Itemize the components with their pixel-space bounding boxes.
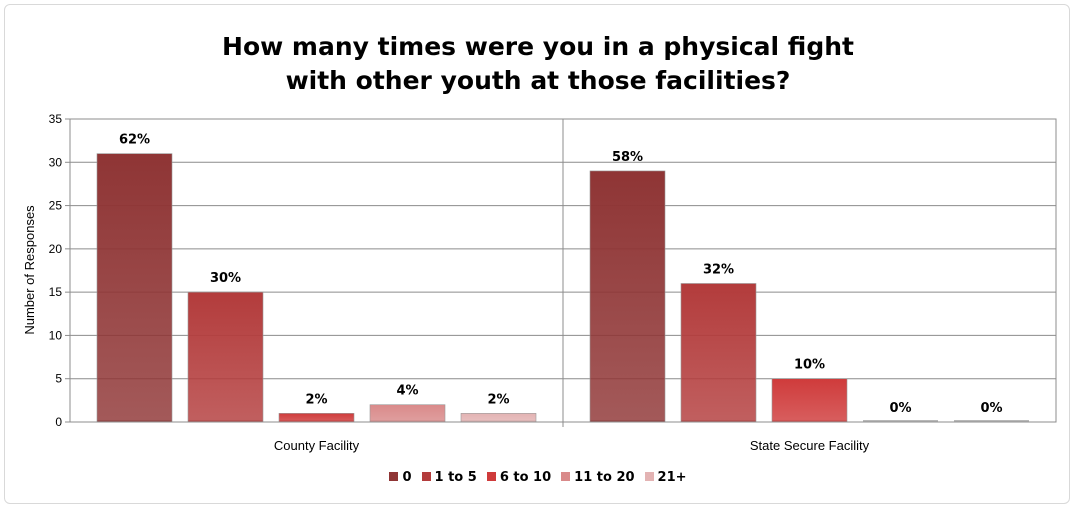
legend-swatch bbox=[421, 472, 431, 481]
y-tick-label: 5 bbox=[55, 372, 62, 386]
legend-label: 6 to 10 bbox=[499, 470, 552, 485]
y-tick-label: 10 bbox=[49, 328, 63, 342]
y-tick-label: 15 bbox=[49, 285, 63, 299]
bar bbox=[460, 413, 537, 423]
legend-item: 0 bbox=[389, 470, 412, 485]
y-axis-label: Number of Responses bbox=[22, 205, 37, 335]
y-tick-label: 25 bbox=[49, 199, 63, 213]
bar bbox=[369, 404, 446, 423]
legend-label: 21+ bbox=[657, 470, 687, 485]
data-label: 0% bbox=[889, 401, 911, 416]
legend-label: 11 to 20 bbox=[574, 470, 635, 485]
y-tick-label: 0 bbox=[55, 415, 62, 429]
bar-base bbox=[954, 420, 1029, 422]
data-label: 62% bbox=[119, 133, 150, 148]
y-tick-label: 30 bbox=[49, 155, 63, 169]
data-label: 4% bbox=[396, 384, 418, 399]
axes: 0 5 10 15 20 25 30 35 County Facility State Secur… bbox=[49, 112, 1057, 453]
chart-title: How many times were you in a physical fi… bbox=[0, 30, 1076, 98]
bar bbox=[96, 153, 173, 423]
bar bbox=[187, 291, 264, 423]
legend-swatch bbox=[486, 472, 496, 481]
chart-title-line-2: with other youth at those facilities? bbox=[285, 66, 791, 95]
bar bbox=[278, 413, 355, 423]
data-label: 30% bbox=[210, 271, 241, 286]
bar bbox=[771, 378, 848, 423]
legend-label: 0 bbox=[402, 470, 412, 485]
y-tick-label: 20 bbox=[49, 242, 63, 256]
bar bbox=[680, 283, 757, 423]
legend-label: 1 to 5 bbox=[434, 470, 477, 485]
data-label: 0% bbox=[980, 401, 1002, 416]
data-label: 2% bbox=[487, 392, 509, 407]
legend-swatch bbox=[389, 472, 399, 481]
legend-item: 21+ bbox=[644, 470, 687, 485]
chart-title-line-1: How many times were you in a physical fi… bbox=[222, 32, 854, 61]
bar bbox=[589, 170, 666, 423]
data-label: 10% bbox=[794, 358, 825, 373]
y-tick-label: 35 bbox=[49, 112, 63, 126]
legend-item: 11 to 20 bbox=[561, 470, 635, 485]
bar-base bbox=[863, 420, 938, 422]
data-label: 2% bbox=[305, 392, 327, 407]
data-label: 58% bbox=[612, 150, 643, 165]
category-label: County Facility bbox=[274, 438, 360, 453]
legend-item: 1 to 5 bbox=[421, 470, 477, 485]
legend: 0 1 to 5 6 to 10 11 to 20 21+ bbox=[0, 470, 1076, 485]
legend-swatch bbox=[644, 472, 654, 481]
category-label: State Secure Facility bbox=[750, 438, 870, 453]
data-label: 32% bbox=[703, 262, 734, 277]
legend-item: 6 to 10 bbox=[486, 470, 552, 485]
legend-swatch bbox=[561, 472, 571, 481]
